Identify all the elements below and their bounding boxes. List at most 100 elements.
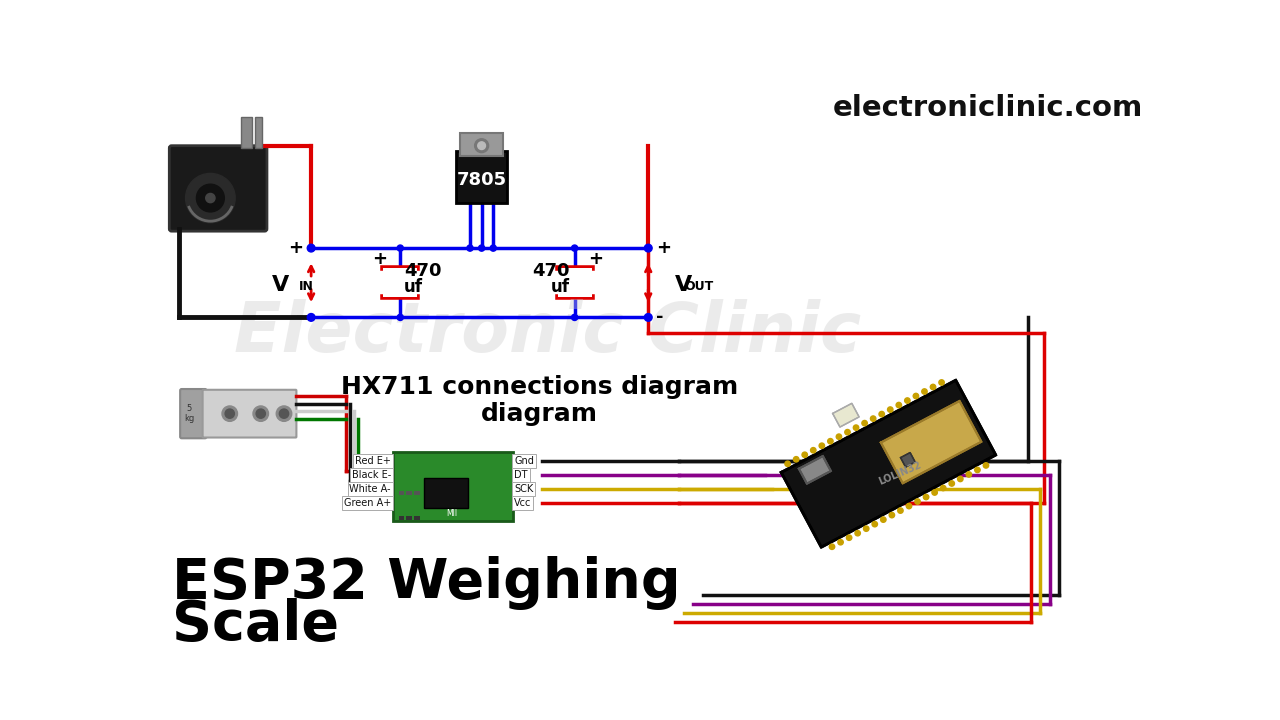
Text: MII: MII — [447, 509, 458, 518]
Circle shape — [307, 244, 315, 252]
Text: Electronic Clinic: Electronic Clinic — [234, 300, 861, 366]
Polygon shape — [833, 403, 859, 427]
Circle shape — [983, 463, 988, 468]
Circle shape — [932, 490, 937, 495]
Text: HX711 connections diagram: HX711 connections diagram — [342, 374, 739, 399]
FancyBboxPatch shape — [180, 389, 206, 438]
Circle shape — [828, 438, 833, 444]
Circle shape — [948, 481, 955, 486]
Text: uf: uf — [404, 278, 424, 296]
Text: 7805: 7805 — [457, 171, 507, 189]
Circle shape — [957, 476, 963, 482]
Circle shape — [221, 406, 238, 421]
FancyBboxPatch shape — [202, 390, 297, 438]
Text: diagram: diagram — [481, 402, 598, 426]
Circle shape — [572, 245, 577, 251]
Text: V: V — [676, 275, 692, 295]
Circle shape — [397, 315, 403, 320]
Circle shape — [475, 139, 489, 153]
Circle shape — [938, 379, 945, 385]
Text: 470: 470 — [532, 262, 570, 280]
Circle shape — [872, 521, 878, 527]
Bar — [415, 516, 420, 520]
Text: White A-: White A- — [349, 484, 390, 494]
Circle shape — [477, 142, 485, 150]
Circle shape — [846, 535, 851, 541]
Text: +: + — [588, 250, 603, 268]
Circle shape — [896, 402, 901, 408]
Text: +: + — [371, 250, 387, 268]
Circle shape — [276, 406, 292, 421]
Circle shape — [819, 443, 824, 449]
Circle shape — [941, 485, 946, 491]
Text: +: + — [288, 239, 303, 257]
Text: Gnd: Gnd — [515, 456, 534, 467]
Circle shape — [467, 245, 474, 251]
Bar — [393, 452, 512, 521]
Bar — [407, 516, 412, 520]
Circle shape — [225, 409, 234, 418]
Circle shape — [838, 539, 844, 545]
Circle shape — [923, 495, 929, 500]
Circle shape — [890, 513, 895, 518]
Circle shape — [479, 245, 485, 251]
Circle shape — [879, 411, 884, 417]
Circle shape — [931, 384, 936, 390]
Text: Black E-: Black E- — [352, 470, 390, 480]
Bar — [415, 490, 420, 495]
Bar — [255, 117, 262, 148]
Circle shape — [490, 245, 497, 251]
Circle shape — [922, 389, 927, 394]
Text: 5
kg: 5 kg — [184, 404, 195, 423]
Circle shape — [913, 393, 919, 399]
Circle shape — [644, 313, 652, 321]
Text: uf: uf — [550, 278, 570, 296]
Text: IN: IN — [298, 280, 314, 294]
Bar — [242, 117, 252, 148]
Circle shape — [855, 531, 860, 536]
Circle shape — [186, 174, 236, 222]
Circle shape — [966, 472, 972, 477]
Circle shape — [897, 508, 904, 513]
Circle shape — [887, 407, 893, 413]
Bar — [558, 268, 591, 297]
Circle shape — [307, 313, 315, 321]
Text: Vcc: Vcc — [515, 498, 531, 508]
Bar — [398, 490, 404, 495]
Circle shape — [829, 544, 835, 549]
Circle shape — [803, 452, 808, 457]
Circle shape — [836, 434, 842, 439]
Circle shape — [785, 461, 790, 467]
Circle shape — [845, 429, 850, 435]
Circle shape — [974, 467, 980, 472]
Circle shape — [279, 409, 289, 418]
Text: ESP32 Weighing: ESP32 Weighing — [172, 556, 680, 610]
Circle shape — [915, 499, 920, 504]
Circle shape — [644, 244, 652, 252]
Polygon shape — [781, 380, 996, 547]
Bar — [407, 490, 412, 495]
Bar — [398, 516, 404, 520]
Circle shape — [206, 194, 215, 202]
Text: DT: DT — [515, 470, 527, 480]
Text: LOLIN32: LOLIN32 — [877, 459, 923, 487]
Text: electroniclinic.com: electroniclinic.com — [832, 94, 1143, 122]
Bar — [383, 268, 417, 297]
Text: -: - — [296, 308, 303, 326]
Circle shape — [253, 406, 269, 421]
Circle shape — [572, 315, 577, 320]
Text: Scale: Scale — [172, 598, 339, 652]
Text: -: - — [657, 308, 663, 326]
Circle shape — [861, 420, 868, 426]
FancyBboxPatch shape — [169, 145, 268, 231]
Circle shape — [854, 425, 859, 431]
Text: V: V — [273, 275, 289, 295]
Circle shape — [905, 398, 910, 403]
Polygon shape — [901, 453, 915, 467]
Circle shape — [810, 448, 815, 453]
Bar — [424, 478, 468, 508]
Circle shape — [864, 526, 869, 531]
Text: Red E+: Red E+ — [355, 456, 390, 467]
Text: 470: 470 — [404, 262, 442, 280]
Text: OUT: OUT — [685, 280, 714, 294]
